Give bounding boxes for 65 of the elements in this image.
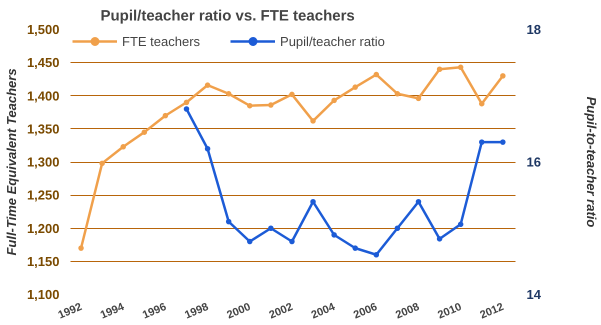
point xyxy=(352,84,358,90)
point xyxy=(416,96,422,102)
x-tick-label: 1992 xyxy=(56,300,84,322)
legend-label: FTE teachers xyxy=(122,34,200,48)
y-tick-label: 1,450 xyxy=(26,55,60,70)
y2-axis-title: Pupil-to-teacher ratio xyxy=(584,96,599,228)
x-tick-label: 2008 xyxy=(394,300,422,322)
point xyxy=(204,82,210,88)
point xyxy=(500,73,506,79)
point xyxy=(500,139,506,145)
point xyxy=(226,218,232,224)
point xyxy=(310,118,316,124)
x-tick-label: 2004 xyxy=(310,300,338,322)
point xyxy=(352,245,358,251)
point xyxy=(436,236,442,242)
x-tick-label: 2010 xyxy=(436,300,464,322)
y2-tick-label: 14 xyxy=(526,287,542,302)
x-tick-label: 2000 xyxy=(225,300,253,322)
point xyxy=(394,91,400,97)
point xyxy=(310,199,316,204)
point xyxy=(184,106,190,112)
x-tick-label: 1994 xyxy=(98,300,127,322)
y-tick-label: 1,200 xyxy=(26,220,60,236)
y-tick-label: 1,150 xyxy=(26,254,60,269)
point xyxy=(226,91,232,97)
point xyxy=(247,102,253,108)
y2-tick-label: 16 xyxy=(526,154,541,170)
x-tick-label: 2006 xyxy=(352,300,380,322)
y2-tick-label: 18 xyxy=(526,22,541,37)
point xyxy=(458,222,464,228)
x-tick-label: 1996 xyxy=(140,300,168,322)
point xyxy=(436,66,442,72)
point xyxy=(374,72,380,78)
point xyxy=(394,226,400,231)
point xyxy=(479,139,485,145)
point xyxy=(247,238,253,244)
x-tick-label: 1998 xyxy=(183,300,210,322)
point xyxy=(331,98,337,104)
point xyxy=(331,232,337,238)
point xyxy=(184,100,190,106)
point xyxy=(120,144,126,150)
y-tick-label: 1,100 xyxy=(26,287,60,302)
y-tick-label: 1,500 xyxy=(26,22,60,37)
point xyxy=(374,252,380,258)
point xyxy=(289,92,295,98)
x-tick-label: 2002 xyxy=(267,300,295,322)
point xyxy=(268,102,274,108)
y-tick-label: 1,400 xyxy=(26,88,60,104)
legend-label: Pupil/teacher ratio xyxy=(280,34,385,48)
chart-title: Pupil/teacher ratio vs. FTE teachers xyxy=(100,8,355,24)
x-tick-label: 2012 xyxy=(478,300,506,322)
point xyxy=(99,160,105,166)
point xyxy=(78,245,84,251)
point xyxy=(142,129,148,135)
point xyxy=(416,199,422,204)
point xyxy=(479,100,485,106)
y-tick-label: 1,250 xyxy=(26,188,60,203)
y-tick-label: 1,350 xyxy=(26,121,60,136)
point xyxy=(268,226,274,231)
y-axis-title: Full-Time Equivalent Teachers xyxy=(4,68,19,256)
point xyxy=(162,112,168,118)
point xyxy=(458,64,464,70)
point xyxy=(204,146,210,152)
y-tick-label: 1,300 xyxy=(26,154,60,170)
point xyxy=(289,238,295,244)
